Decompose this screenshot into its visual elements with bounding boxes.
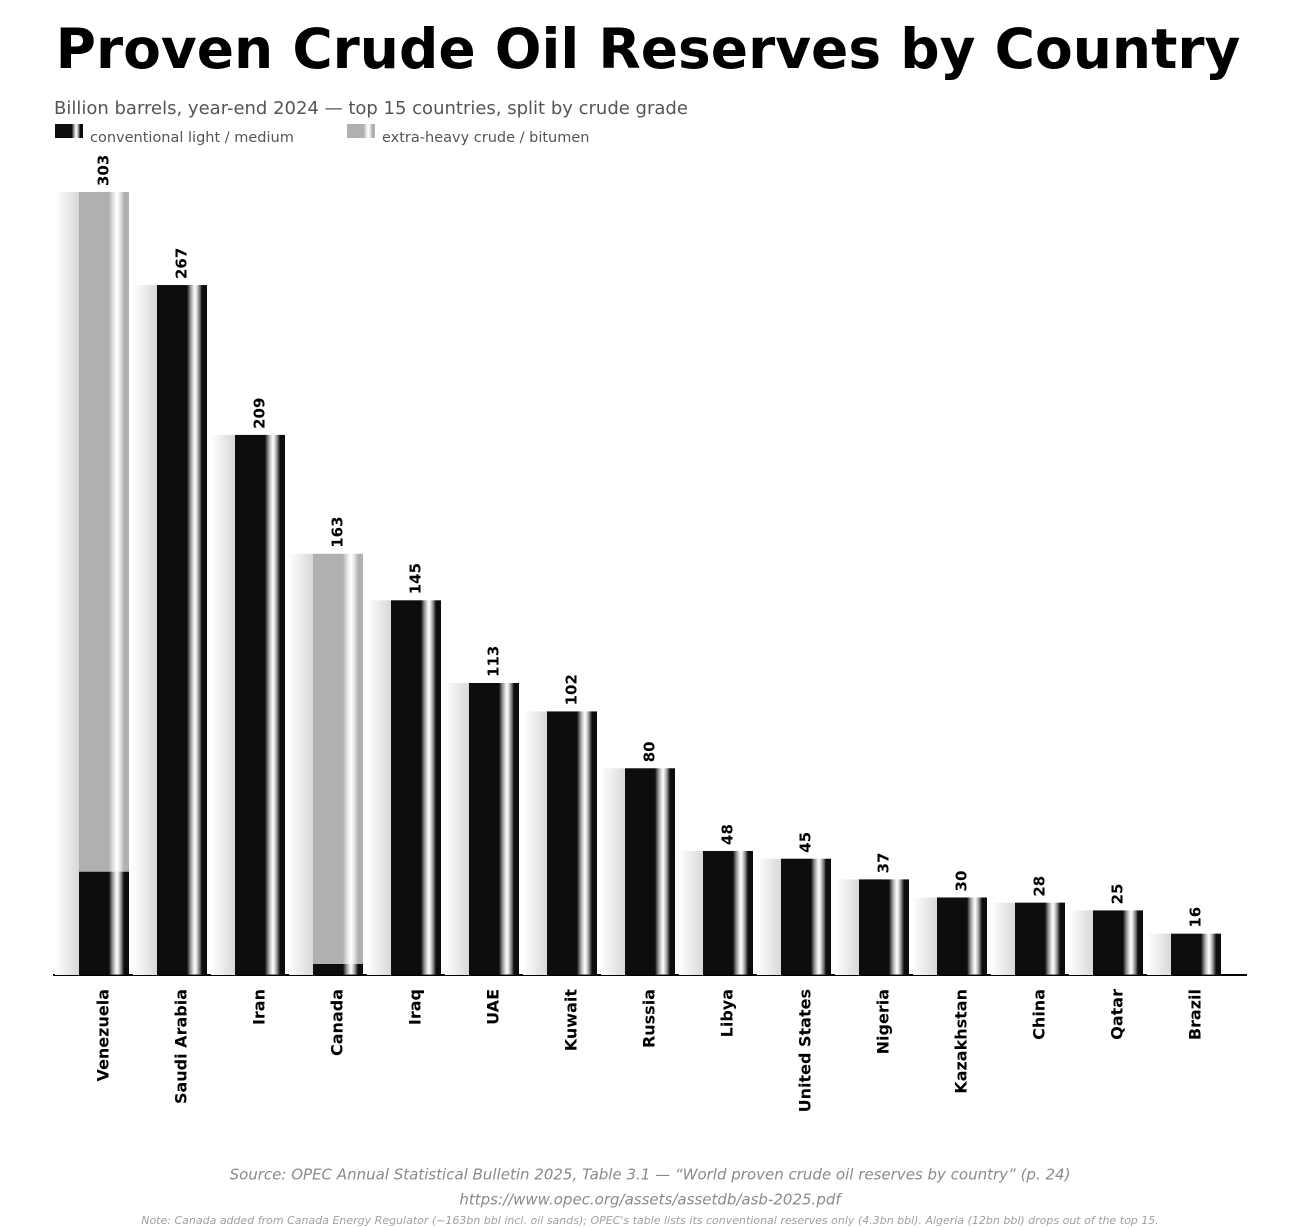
legend-swatch bbox=[55, 124, 83, 138]
value-label: 113 bbox=[485, 646, 503, 677]
value-label: 80 bbox=[641, 741, 659, 762]
value-label: 163 bbox=[329, 516, 347, 547]
x-tick-label: United States bbox=[796, 989, 815, 1112]
bar-shadow bbox=[523, 711, 547, 975]
bar-segment bbox=[391, 600, 441, 975]
value-label: 145 bbox=[407, 563, 425, 594]
x-tick-label: UAE bbox=[484, 989, 503, 1025]
legend-swatch bbox=[347, 124, 375, 138]
chart-subtitle: Billion barrels, year-end 2024 — top 15 … bbox=[54, 98, 688, 119]
bar-shadow bbox=[835, 879, 859, 975]
bar-shadow bbox=[55, 192, 79, 975]
x-tick-label: Kuwait bbox=[562, 989, 581, 1052]
value-label: 25 bbox=[1109, 884, 1127, 905]
bar-segment bbox=[937, 897, 987, 975]
legend-label: extra-heavy crude / bitumen bbox=[382, 130, 589, 146]
bar-segment bbox=[547, 711, 597, 975]
bar-shadow bbox=[133, 285, 157, 976]
value-label: 45 bbox=[797, 832, 815, 853]
bar-shadow bbox=[1147, 933, 1171, 975]
bar-shadow bbox=[757, 858, 781, 975]
bar-segment bbox=[703, 850, 753, 975]
value-label: 209 bbox=[251, 398, 269, 429]
x-tick-label: Iraq bbox=[406, 989, 425, 1025]
x-tick-label: Libya bbox=[718, 989, 737, 1037]
source-url: https://www.opec.org/assets/assetdb/asb-… bbox=[459, 1191, 843, 1209]
value-label: 48 bbox=[719, 824, 737, 845]
value-label: 102 bbox=[563, 674, 581, 705]
x-tick-label: Iran bbox=[250, 989, 269, 1025]
footnote: Note: Canada added from Canada Energy Re… bbox=[141, 1214, 1159, 1227]
bar-shadow bbox=[601, 768, 625, 975]
bar-segment bbox=[469, 682, 519, 975]
bar-shadow bbox=[991, 902, 1015, 975]
bar-segment bbox=[1093, 910, 1143, 975]
x-tick-label: Nigeria bbox=[874, 989, 893, 1054]
bar-shadow bbox=[913, 897, 937, 975]
source: Source: OPEC Annual Statistical Bulletin… bbox=[230, 1166, 1071, 1184]
x-tick-label: Saudi Arabia bbox=[172, 989, 191, 1104]
bar-segment bbox=[79, 871, 129, 975]
bar-shadow bbox=[679, 850, 703, 975]
bar-segment bbox=[313, 963, 363, 975]
bar-segment bbox=[79, 192, 129, 872]
x-tick-label: Qatar bbox=[1108, 989, 1127, 1040]
bar-shadow bbox=[445, 682, 469, 975]
value-label: 37 bbox=[875, 853, 893, 874]
chart-title: Proven Crude Oil Reserves by Country bbox=[56, 17, 1241, 81]
value-label: 16 bbox=[1187, 907, 1205, 928]
bar-segment bbox=[625, 768, 675, 975]
bar-shadow bbox=[289, 553, 313, 975]
x-tick-label: China bbox=[1030, 989, 1049, 1040]
value-label: 303 bbox=[95, 155, 113, 186]
bar-segment bbox=[859, 879, 909, 975]
bar-shadow bbox=[367, 600, 391, 975]
legend-label: conventional light / medium bbox=[90, 130, 294, 146]
bar-segment bbox=[157, 285, 207, 976]
bar-segment bbox=[235, 434, 285, 975]
value-label: 267 bbox=[173, 248, 191, 279]
bar-shadow bbox=[211, 434, 235, 975]
x-tick-label: Venezuela bbox=[94, 989, 113, 1081]
x-tick-label: Russia bbox=[640, 989, 659, 1048]
bar-shadow bbox=[1069, 910, 1093, 975]
value-label: 30 bbox=[953, 871, 971, 892]
value-label: 28 bbox=[1031, 876, 1049, 897]
bar-segment bbox=[781, 858, 831, 975]
x-tick-label: Brazil bbox=[1186, 989, 1205, 1040]
bar-segment bbox=[313, 553, 363, 964]
x-tick-label: Kazakhstan bbox=[952, 989, 971, 1094]
bar-segment bbox=[1171, 933, 1221, 975]
bar-segment bbox=[1015, 902, 1065, 975]
x-tick-label: Canada bbox=[328, 989, 347, 1056]
